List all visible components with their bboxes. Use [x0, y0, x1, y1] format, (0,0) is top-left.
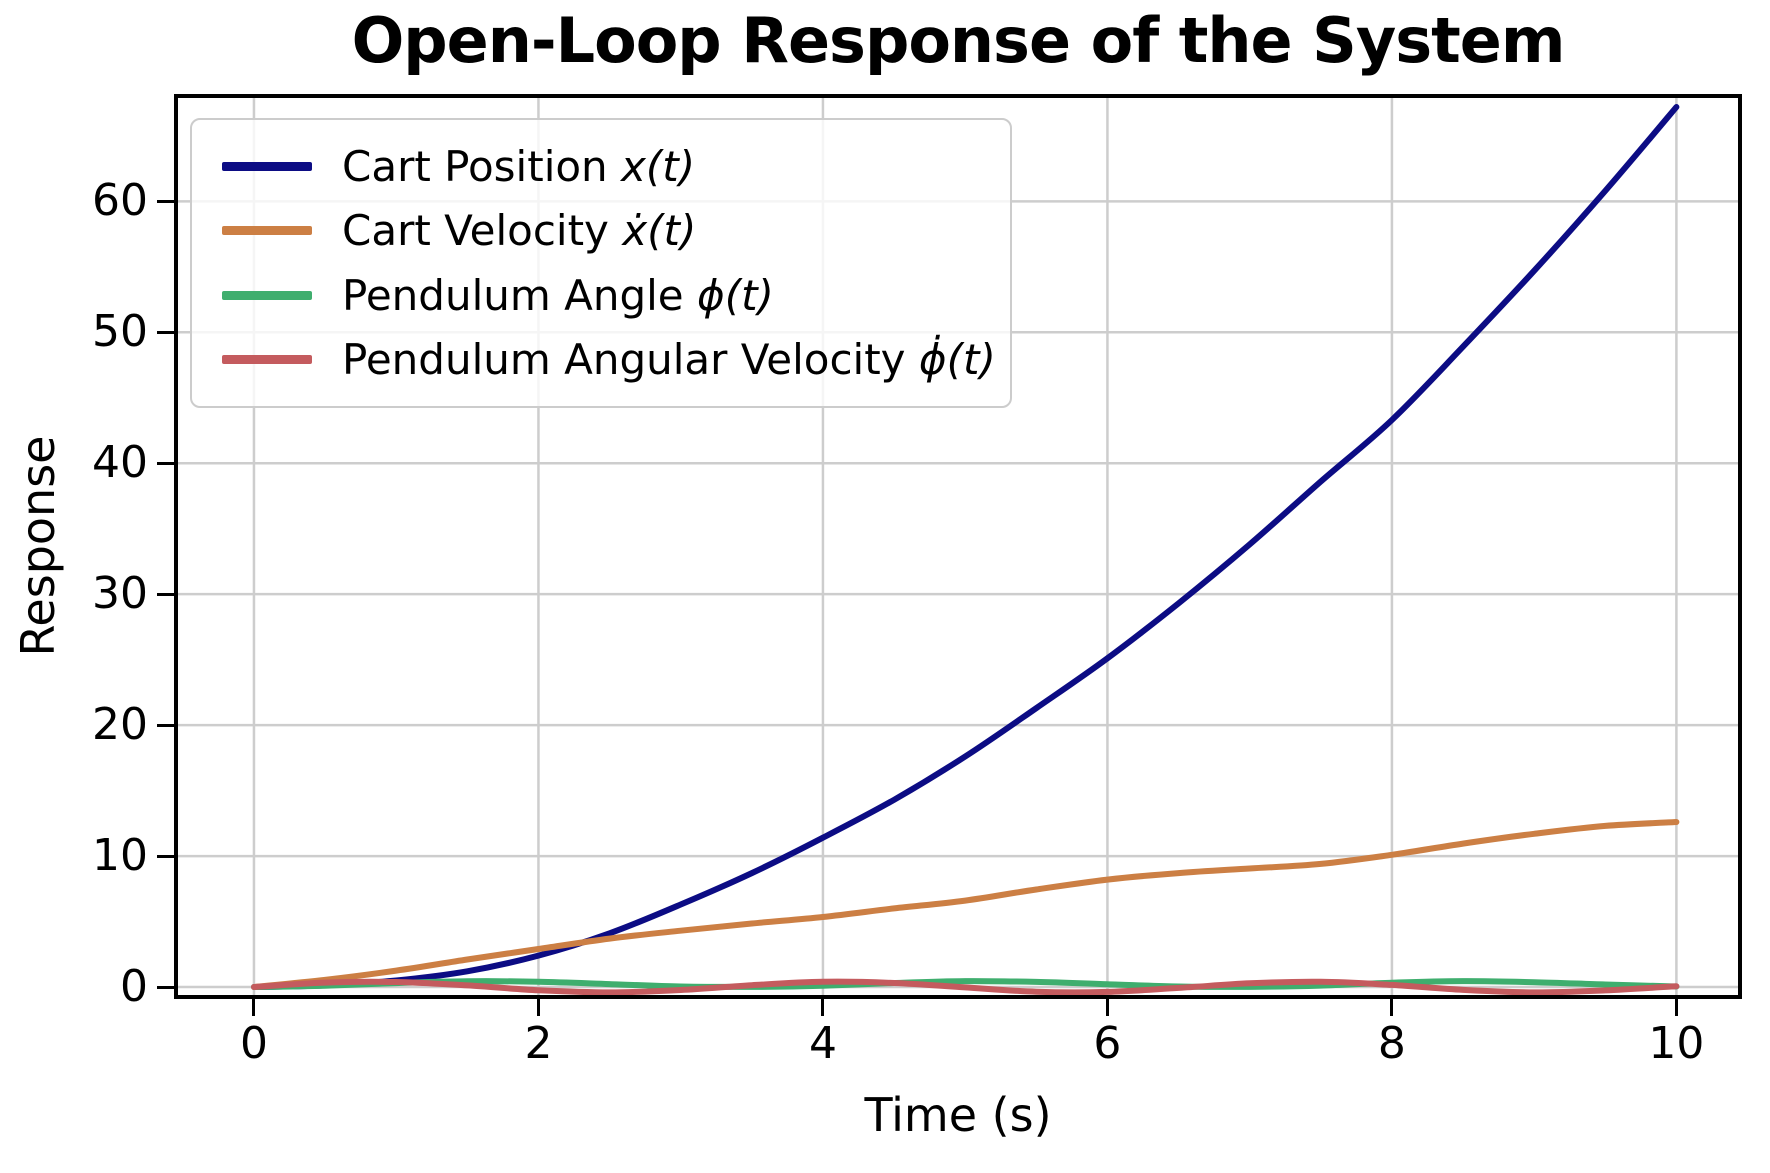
x-tick-label-10: 10 [1648, 1018, 1705, 1069]
series-lines [251, 104, 1680, 995]
series-line-cart-position [251, 104, 1680, 990]
y-tick-mark-40 [157, 461, 174, 465]
series-line-pendulum-angular-velocity [251, 978, 1680, 995]
x-tick-label-2: 2 [524, 1018, 553, 1069]
legend-swatch-cart-velocity [222, 226, 312, 236]
y-tick-label-30: 30 [92, 568, 148, 620]
y-tick-label-40: 40 [92, 437, 148, 489]
y-tick-label-50: 50 [92, 306, 148, 358]
y-tick-mark-60 [157, 199, 174, 203]
legend-label-pendulum-angular-velocity: Pendulum Angular Velocity ϕ̇(t) [342, 335, 996, 385]
series-line-pendulum-angle [251, 978, 1680, 990]
x-tick-mark-6 [1105, 999, 1109, 1016]
x-tick-mark-10 [1674, 999, 1678, 1016]
legend-label-cart-velocity: Cart Velocity ẋ(t) [342, 206, 697, 256]
x-tick-mark-2 [536, 999, 540, 1016]
legend-item-pendulum-angular-velocity: Pendulum Angular Velocity ϕ̇(t) [222, 335, 1010, 384]
x-tick-label-4: 4 [808, 1018, 837, 1069]
x-tick-label-6: 6 [1093, 1018, 1122, 1069]
y-tick-label-20: 20 [92, 699, 148, 751]
series-line-cart-velocity [251, 819, 1680, 990]
x-tick-label-0: 0 [239, 1018, 268, 1069]
x-tick-label-8: 8 [1377, 1018, 1406, 1069]
x-tick-mark-8 [1390, 999, 1394, 1016]
x-axis-label: Time (s) [864, 1088, 1052, 1142]
legend-label-pendulum-angle: Pendulum Angle ϕ(t) [342, 270, 774, 320]
legend-label-cart-position: Cart Position x(t) [342, 141, 696, 191]
legend-swatch-pendulum-angle [222, 290, 312, 300]
legend: Cart Position x(t) Cart Velocity ẋ(t) Pend… [190, 118, 1012, 408]
legend-item-pendulum-angle: Pendulum Angle ϕ(t) [222, 271, 1010, 320]
y-tick-mark-30 [157, 592, 174, 596]
legend-item-cart-position: Cart Position x(t) [222, 142, 1010, 191]
y-tick-label-10: 10 [92, 830, 148, 882]
legend-swatch-cart-position [222, 161, 312, 171]
x-tick-mark-0 [252, 999, 256, 1016]
y-tick-mark-20 [157, 723, 174, 727]
legend-swatch-pendulum-angular-velocity [222, 355, 312, 365]
y-tick-mark-50 [157, 330, 174, 334]
legend-item-cart-velocity: Cart Velocity ẋ(t) [222, 206, 1010, 255]
plot-canvas [178, 98, 1738, 995]
y-tick-mark-10 [157, 854, 174, 858]
y-tick-mark-0 [157, 985, 174, 989]
x-tick-mark-4 [821, 999, 825, 1016]
chart-title: Open-Loop Response of the System [351, 4, 1566, 77]
y-tick-label-60: 60 [92, 175, 148, 227]
y-axis-label: Response [11, 435, 65, 657]
y-tick-label-0: 0 [120, 961, 148, 1012]
